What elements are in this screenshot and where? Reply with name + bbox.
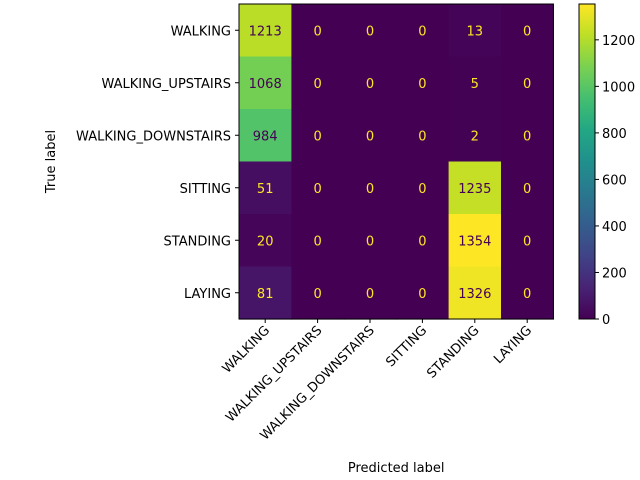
heatmap-cell [239,161,292,215]
x-tick-label: WALKING_UPSTAIRS [223,323,325,425]
cell-value-label: 0 [313,77,321,92]
heatmap-cell [343,266,397,320]
heatmap-cell [396,161,450,215]
cell-value-label: 0 [366,287,374,302]
cell-value-label: 0 [366,182,374,197]
heatmap-cell [343,109,397,163]
cell-value-label: 1068 [249,77,282,92]
cell-value-label: 0 [523,234,531,249]
colorbar-ticks: 0 200 400 600 800 1000 1200 [595,34,635,328]
cell-value-label: 5 [471,77,479,92]
cell-value-label: 0 [313,182,321,197]
y-tick-label: WALKING_UPSTAIRS [102,77,232,92]
heatmap-cell [291,266,345,320]
heatmap-cell [291,4,345,58]
y-tick-label: WALKING [171,24,231,39]
heatmap-cell [343,4,397,58]
cell-value-label: 1213 [249,24,282,39]
heatmap-cell [448,266,502,320]
cell-value-label: 0 [418,234,426,249]
heatmap-cell [291,56,345,110]
heatmap-cell [501,4,554,58]
heatmap-cell [239,266,292,320]
y-tick-label: WALKING_DOWNSTAIRS [76,129,231,144]
cell-value-label: 0 [418,77,426,92]
cell-value-label: 2 [471,129,479,144]
cell-value-label: 1235 [458,182,491,197]
heatmap-cell [501,56,554,110]
heatmap-cell [291,161,345,215]
heatmap-cell [239,56,292,110]
heatmap-cell [448,56,502,110]
heatmap-cell [239,109,292,163]
colorbar-tick-label: 0 [602,313,610,328]
cell-value-label: 0 [523,24,531,39]
cell-value-label: 0 [366,77,374,92]
colorbar [578,3,596,320]
heatmap-cell [343,161,397,215]
heatmap-cell [396,266,450,320]
heatmap-cell [501,266,554,320]
cell-value-label: 81 [257,287,274,302]
cell-value-label: 984 [253,129,278,144]
heatmap-cell [239,214,292,268]
heatmap-cell [501,214,554,268]
cell-value-label: 0 [313,234,321,249]
cell-value-label: 20 [257,234,274,249]
x-tick-label: WALKING [220,323,273,376]
colorbar-tick-label: 600 [602,173,627,188]
heatmap-cell [239,4,292,58]
heatmap-cell [448,214,502,268]
cell-value-label: 0 [418,129,426,144]
colorbar-tick-label: 1000 [602,80,635,95]
cell-value-label: 51 [257,182,274,197]
heatmap-cell [448,4,502,58]
cell-value-label: 0 [313,129,321,144]
colorbar-tick-label: 200 [602,266,627,281]
heatmap-cell [343,56,397,110]
cell-value-label: 0 [366,24,374,39]
y-tick-label: SITTING [180,182,231,197]
cell-value-label: 0 [523,287,531,302]
x-tick-label: LAYING [491,323,535,367]
heatmap-cell [501,161,554,215]
x-axis-ticks: WALKINGWALKING_UPSTAIRSWALKING_DOWNSTAIR… [220,319,535,443]
y-tick-label: LAYING [184,287,231,302]
heatmap-cell [448,161,502,215]
heatmap-cell [396,109,450,163]
cell-value-label: 0 [313,24,321,39]
colorbar-tick-label: 1200 [602,34,635,49]
cell-value-label: 0 [523,77,531,92]
cell-value-label: 0 [418,182,426,197]
x-axis-label: Predicted label [348,461,445,476]
heatmap-cell [291,109,345,163]
heatmap-cell [396,4,450,58]
heatmap-cell [396,56,450,110]
heatmap-cell [343,214,397,268]
cell-value-label: 0 [366,129,374,144]
colorbar-tick-label: 800 [602,127,627,142]
cell-value-label: 1354 [458,234,491,249]
cell-value-label: 1326 [458,287,491,302]
plot-frame [238,3,554,320]
y-axis-label: True label [44,130,59,194]
heatmap-cell [396,214,450,268]
cell-value-label: 13 [467,24,484,39]
heatmap-cell [291,214,345,268]
y-axis-ticks: WALKING WALKING_UPSTAIRS WALKING_DOWNSTAIR… [76,24,239,302]
cell-value-label: 0 [313,287,321,302]
x-tick-label: SITTING [383,323,430,370]
heatmap-cell [448,109,502,163]
cell-value-label: 0 [418,24,426,39]
x-tick-label: STANDING [424,323,482,381]
colorbar-tick-label: 400 [602,220,627,235]
heatmap-cell [501,109,554,163]
cell-value-label: 0 [418,287,426,302]
cell-value-label: 0 [366,234,374,249]
cell-value-label: 0 [523,182,531,197]
y-tick-label: STANDING [164,234,231,249]
cell-value-label: 0 [523,129,531,144]
